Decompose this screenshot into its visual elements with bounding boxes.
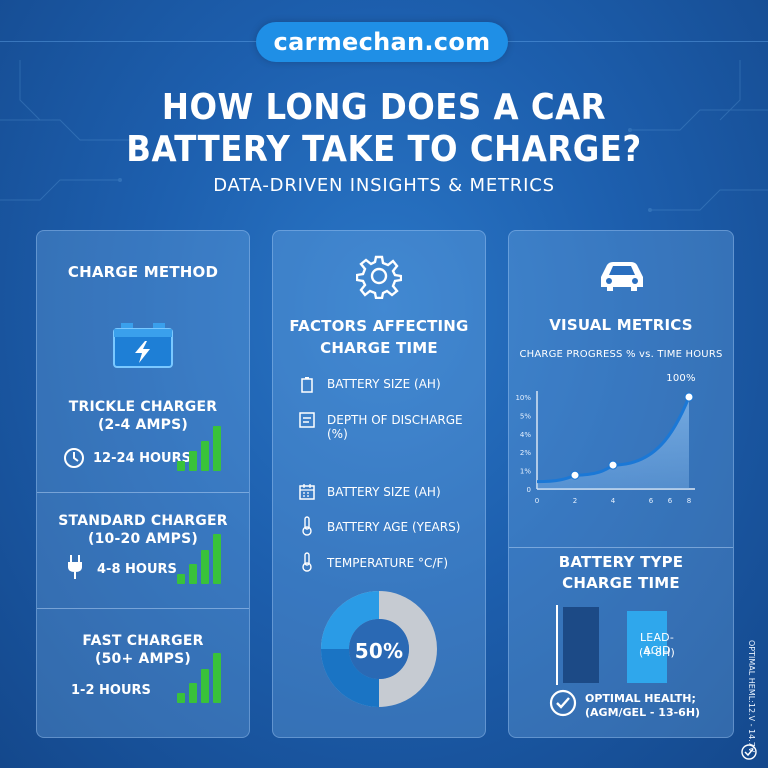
check-circle-icon	[741, 744, 757, 760]
data-point	[570, 470, 580, 480]
battery-small-icon	[301, 377, 313, 393]
standard-charger-name: STANDARD CHARGER	[58, 513, 228, 529]
fast-charger-name: FAST CHARGER	[82, 633, 204, 649]
x-tick-label: 8	[687, 497, 691, 505]
trickle-charger-amps: (2-4 AMPS)	[97, 417, 189, 433]
page-subtitle: DATA-DRIVEN INSIGHTS & METRICS	[213, 175, 555, 196]
y-tick-label: 1%	[520, 468, 531, 476]
plug-icon	[68, 555, 82, 579]
x-tick-label: 0	[535, 497, 539, 505]
divider	[37, 492, 249, 493]
brand-badge[interactable]: carmechan.com	[256, 22, 508, 62]
y-tick-label: 0	[527, 486, 531, 494]
progress-line	[536, 396, 691, 484]
thermometer-icon	[302, 516, 312, 536]
factor-label: BATTERY SIZE (AH)	[327, 485, 441, 499]
signal-bars-trickle	[177, 411, 225, 471]
y-tick-label: 2%	[520, 449, 531, 457]
side-note: OPTIMAL HEML:12.V - 14.7V	[747, 640, 756, 753]
battery-type-heading-line-1: BATTERY TYPE	[558, 553, 684, 571]
factor-label: TEMPERATURE °C/F)	[327, 556, 449, 570]
trickle-charger-time: 12-24 HOURS	[93, 451, 191, 466]
factors-heading-line-1: FACTORS AFFECTING	[289, 317, 469, 335]
chart-title: CHARGE PROGRESS % vs. TIME HOURS	[519, 349, 723, 360]
fast-charger-time: 1-2 HOURS	[71, 683, 151, 698]
factor-label: BATTERY SIZE (AH)	[327, 377, 441, 391]
progress-area	[537, 397, 689, 489]
lead-acid-bar	[627, 611, 667, 683]
lead-acid-time: (4-8H)	[638, 646, 676, 659]
signal-bars-fast	[177, 643, 225, 703]
trickle-charger-name: TRICKLE CHARGER	[68, 399, 218, 415]
health-line-2: (AGM/GEL - 13-6H)	[585, 706, 701, 719]
clock-icon	[64, 448, 84, 468]
battery-icon	[113, 323, 173, 368]
factor-label: DEPTH OF DISCHARGE (%)	[327, 413, 463, 441]
factors-heading-line-2: CHARGE TIME	[320, 339, 438, 357]
page-title-line-2: BATTERY TAKE TO CHARGE?	[126, 129, 642, 170]
health-line-1: OPTIMAL HEALTH;	[585, 692, 696, 705]
bar-axis	[556, 605, 558, 685]
document-icon	[299, 412, 315, 428]
charge-donut	[321, 591, 437, 707]
x-tick-label: 2	[573, 497, 577, 505]
x-tick-label: 6	[668, 497, 673, 505]
divider	[37, 608, 249, 609]
check-circle-icon	[549, 689, 577, 717]
factor-label: BATTERY AGE (YEARS)	[327, 520, 461, 534]
lead-acid-label: LEAD-ACID	[639, 631, 675, 657]
divider	[509, 547, 733, 548]
data-point	[684, 392, 694, 402]
y-tick-label: 4%	[520, 431, 531, 439]
donut-label: 50%	[354, 639, 404, 663]
car-icon	[601, 262, 643, 291]
charge-method-panel: CHARGE METHOD TRICKLE CHARGER (2-4 AMPS)…	[36, 230, 250, 738]
standard-charger-amps: (10-20 AMPS)	[88, 531, 198, 547]
agm-bar	[563, 607, 599, 683]
visual-metrics-heading: VISUAL METRICS	[549, 316, 693, 334]
thermometer-icon	[302, 552, 312, 572]
battery-type-heading-line-2: CHARGE TIME	[562, 574, 680, 592]
gear-icon	[356, 255, 402, 299]
signal-bars-standard	[177, 524, 225, 584]
fast-charger-amps: (50+ AMPS)	[95, 651, 191, 667]
visual-metrics-panel: VISUAL METRICS CHARGE PROGRESS % vs. TIM…	[508, 230, 734, 738]
y-tick-label: 5%	[520, 412, 531, 420]
data-point	[608, 460, 618, 470]
calendar-icon	[299, 484, 315, 500]
x-tick-label: 4	[611, 497, 616, 505]
standard-charger-time: 4-8 HOURS	[97, 562, 177, 577]
peak-label: 100%	[666, 373, 696, 384]
factors-panel: FACTORS AFFECTING CHARGE TIME BATTERY SI…	[272, 230, 486, 738]
y-tick-label: 10%	[515, 394, 531, 402]
charge-method-heading: CHARGE METHOD	[67, 263, 219, 281]
charge-progress-chart: 0 1% 2% 4% 5% 10% 0 2 4 6 6 8	[515, 391, 695, 505]
page-title-line-1: HOW LONG DOES A CAR	[161, 87, 607, 128]
x-tick-label: 6	[649, 497, 654, 505]
